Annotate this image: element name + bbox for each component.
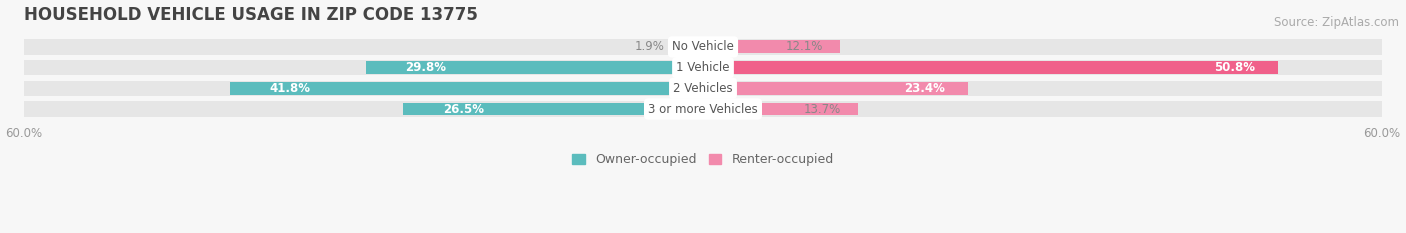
Text: 1 Vehicle: 1 Vehicle [676, 61, 730, 74]
Text: 23.4%: 23.4% [904, 82, 945, 95]
Bar [703, 81, 1382, 96]
Text: 26.5%: 26.5% [443, 103, 484, 116]
Text: 2 Vehicles: 2 Vehicles [673, 82, 733, 95]
Text: 3 or more Vehicles: 3 or more Vehicles [648, 103, 758, 116]
Bar [682, 41, 703, 53]
Bar [24, 101, 703, 117]
Text: 13.7%: 13.7% [804, 103, 841, 116]
Text: No Vehicle: No Vehicle [672, 40, 734, 53]
Bar [703, 41, 839, 53]
Bar [231, 82, 703, 95]
Text: Source: ZipAtlas.com: Source: ZipAtlas.com [1274, 16, 1399, 29]
Text: 1.9%: 1.9% [634, 40, 665, 53]
Bar [703, 101, 1382, 117]
Text: HOUSEHOLD VEHICLE USAGE IN ZIP CODE 13775: HOUSEHOLD VEHICLE USAGE IN ZIP CODE 1377… [24, 6, 478, 24]
Legend: Owner-occupied, Renter-occupied: Owner-occupied, Renter-occupied [568, 148, 838, 171]
Bar [24, 81, 703, 96]
Text: 50.8%: 50.8% [1215, 61, 1256, 74]
Bar [703, 103, 858, 115]
Bar [703, 61, 1278, 74]
Bar [366, 61, 703, 74]
Text: 41.8%: 41.8% [270, 82, 311, 95]
Bar [24, 39, 703, 55]
Bar [703, 39, 1382, 55]
Text: 12.1%: 12.1% [786, 40, 823, 53]
Bar [703, 82, 967, 95]
Text: 29.8%: 29.8% [405, 61, 447, 74]
Bar [703, 60, 1382, 75]
Bar [24, 60, 703, 75]
Bar [404, 103, 703, 115]
